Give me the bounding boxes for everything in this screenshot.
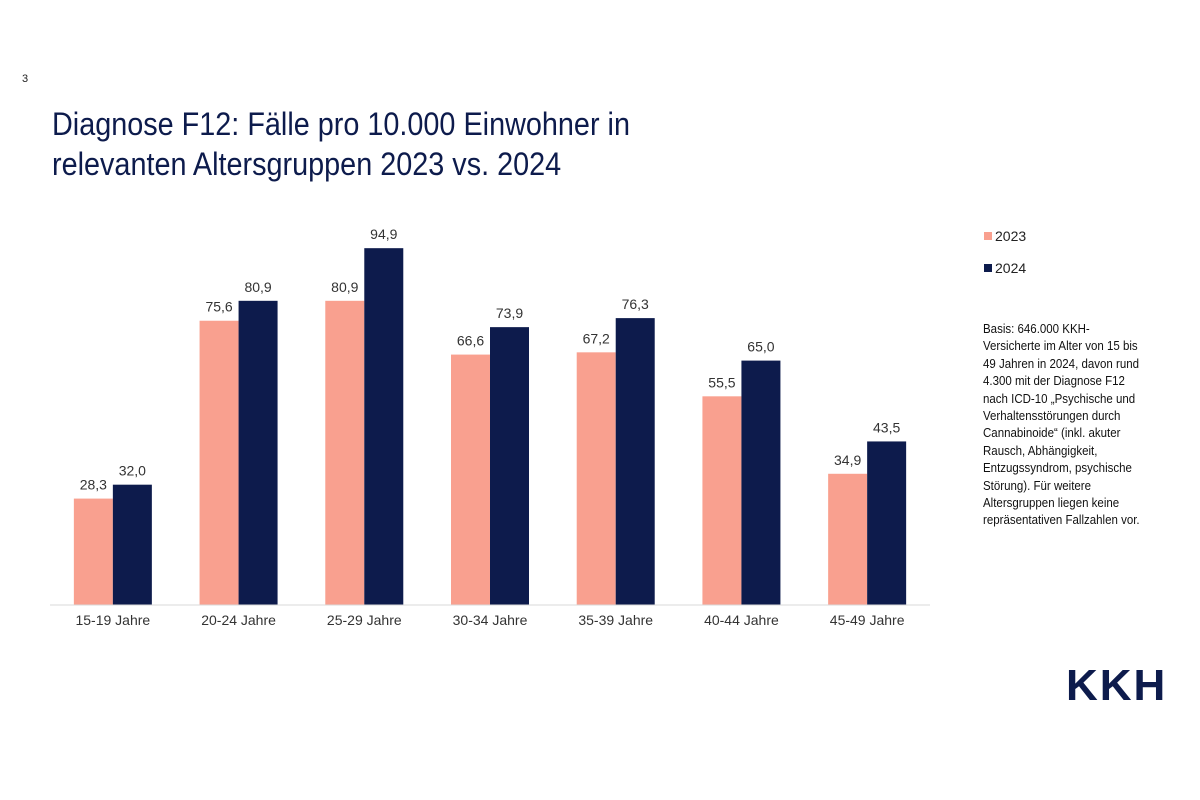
data-label-2023-5: 67,2 [583,330,610,346]
chart-title: Diagnose F12: Fälle pro 10.000 Einwohner… [52,104,736,184]
legend-label-2023: 2023 [995,228,1027,244]
data-label-2024-6: 65,0 [747,339,774,355]
data-label-2024-2: 80,9 [244,279,271,295]
bar-2024-2 [238,300,278,605]
bar-2024-5 [615,318,655,605]
data-label-2023-2: 75,6 [205,299,232,315]
bar-2024-1 [112,484,152,605]
category-label-6: 40-44 Jahre [704,612,779,628]
data-label-2024-7: 43,5 [873,419,900,435]
category-label-7: 45-49 Jahre [830,612,905,628]
category-label-2: 20-24 Jahre [201,612,276,628]
bar-2023-5 [576,352,616,605]
chart-title-line-1: Diagnose F12: Fälle pro 10.000 Einwohner… [52,106,630,142]
legend: 2023 2024 [984,226,1026,290]
data-label-2024-5: 76,3 [622,296,649,312]
data-label-2023-1: 28,3 [80,477,107,493]
bar-2023-2 [199,320,239,605]
bar-2023-3 [325,300,365,605]
bar-2024-7 [867,441,907,605]
category-label-1: 15-19 Jahre [75,612,150,628]
bar-2023-6 [702,396,742,605]
page-number: 3 [22,73,29,85]
category-label-5: 35-39 Jahre [578,612,653,628]
bar-2023-1 [73,498,113,605]
bar-chart: 28,3 32,0 15-19 Jahre 75,6 80,9 20-24 Jahre 80… [50,226,930,628]
bar-2024-6 [741,360,781,605]
data-label-2023-3: 80,9 [331,279,358,295]
legend-swatch-2024 [984,264,992,272]
data-label-2023-7: 34,9 [834,452,861,468]
data-label-2023-4: 66,6 [457,333,484,349]
legend-label-2024: 2024 [995,260,1027,276]
chart-title-line-2: relevanten Altersgruppen 2023 vs. 2024 [52,146,562,182]
category-label-4: 30-34 Jahre [453,612,528,628]
basis-note: Basis: 646.000 KKH- Versicherte im Alter… [983,322,1140,528]
data-label-2024-3: 94,9 [370,226,397,242]
legend-item-2024: 2024 [984,258,1026,278]
category-label-3: 25-29 Jahre [327,612,402,628]
data-label-2023-6: 55,5 [708,374,735,390]
bar-2023-7 [828,473,868,605]
bar-2024-4 [490,327,529,605]
legend-swatch-2023 [984,232,992,240]
data-label-2024-1: 32,0 [119,463,146,479]
kkh-logo: KKH [1066,661,1168,710]
bar-2023-4 [451,354,490,605]
legend-item-2023: 2023 [984,226,1026,246]
bar-2024-3 [364,248,404,605]
data-label-2024-4: 73,9 [496,305,523,321]
